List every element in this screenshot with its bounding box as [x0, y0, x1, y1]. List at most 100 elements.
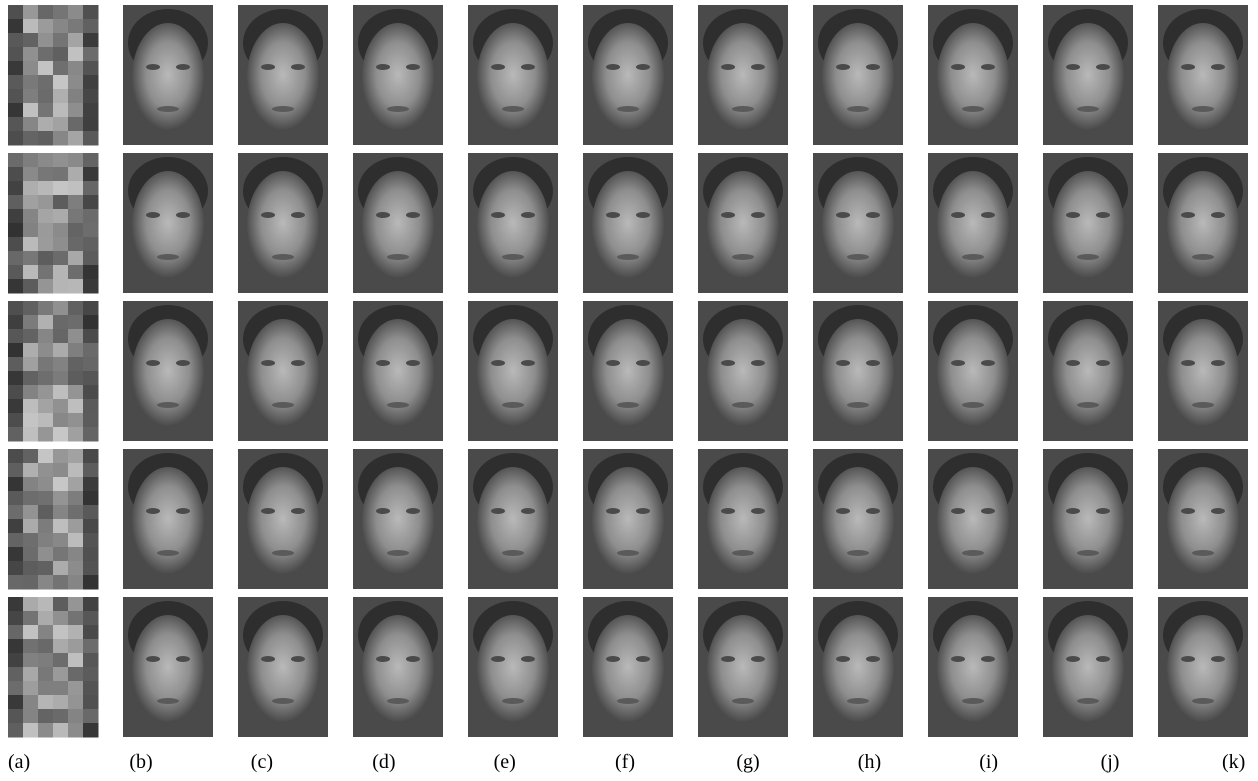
- eye: [261, 508, 275, 514]
- pixel-block: [83, 329, 99, 344]
- pixel-block: [83, 195, 99, 210]
- face: [822, 319, 894, 427]
- pixel-block: [38, 681, 54, 696]
- pixel-block: [38, 329, 54, 344]
- eye: [1096, 212, 1110, 218]
- pixel-block: [68, 723, 84, 738]
- face: [1052, 615, 1124, 723]
- pixel-block: [53, 131, 69, 146]
- face-image: [468, 5, 558, 145]
- face: [477, 319, 549, 427]
- eye: [406, 508, 420, 514]
- face: [477, 615, 549, 723]
- pixel-block: [8, 639, 24, 654]
- pixel-block: [38, 279, 54, 294]
- eye: [146, 360, 160, 366]
- pixel-block: [23, 505, 39, 520]
- eye: [406, 64, 420, 70]
- eye: [491, 360, 505, 366]
- column-label: (k): [1222, 751, 1245, 773]
- eye: [1211, 360, 1225, 366]
- eye: [1096, 656, 1110, 662]
- pixel-block: [68, 399, 84, 414]
- pixel-block: [38, 575, 54, 590]
- pixel-block: [68, 343, 84, 358]
- mouth: [157, 698, 179, 704]
- pixel-block: [38, 653, 54, 668]
- pixel-block: [83, 533, 99, 548]
- eye: [521, 360, 535, 366]
- mouth: [502, 402, 524, 408]
- pixel-block: [23, 477, 39, 492]
- eye: [1211, 212, 1225, 218]
- eye: [176, 656, 190, 662]
- pixel-block: [53, 33, 69, 48]
- mouth: [732, 698, 754, 704]
- pixel-block: [83, 561, 99, 576]
- pixel-block: [8, 195, 24, 210]
- pixel-block: [53, 301, 69, 316]
- pixel-block: [83, 209, 99, 224]
- pixel-block: [83, 181, 99, 196]
- face-image: [123, 153, 213, 293]
- pixel-block: [83, 237, 99, 252]
- pixel-block: [53, 89, 69, 104]
- eye: [291, 360, 305, 366]
- eye: [721, 64, 735, 70]
- face: [592, 467, 664, 575]
- pixel-block: [53, 117, 69, 132]
- pixel-block: [8, 505, 24, 520]
- pixel-block: [38, 33, 54, 48]
- face: [1052, 23, 1124, 131]
- pixel-block: [83, 153, 99, 168]
- pixel-block: [53, 625, 69, 640]
- pixel-block: [23, 251, 39, 266]
- pixel-block: [8, 385, 24, 400]
- pixel-block: [68, 427, 84, 442]
- mouth: [1077, 106, 1099, 112]
- face: [937, 23, 1009, 131]
- pixel-block: [38, 463, 54, 478]
- face-image: [1158, 301, 1248, 441]
- face-image: [353, 597, 443, 737]
- pixel-block: [68, 561, 84, 576]
- pixel-block: [53, 357, 69, 372]
- face: [707, 615, 779, 723]
- pixel-block: [8, 681, 24, 696]
- pixel-block: [23, 343, 39, 358]
- pixel-block: [8, 117, 24, 132]
- eye: [951, 360, 965, 366]
- eye: [376, 508, 390, 514]
- eye: [951, 64, 965, 70]
- pixel-block: [8, 237, 24, 252]
- face: [247, 171, 319, 279]
- eye: [406, 360, 420, 366]
- face: [477, 23, 549, 131]
- pixel-block: [53, 519, 69, 534]
- pixel-block: [8, 575, 24, 590]
- pixel-block: [23, 639, 39, 654]
- pixel-block: [23, 103, 39, 118]
- pixel-block: [83, 681, 99, 696]
- pixel-block: [38, 47, 54, 62]
- eye: [261, 360, 275, 366]
- pixel-block: [23, 449, 39, 464]
- pixel-block: [8, 695, 24, 710]
- pixel-block: [38, 449, 54, 464]
- eye: [1211, 656, 1225, 662]
- face: [592, 615, 664, 723]
- pixel-block: [38, 153, 54, 168]
- eye: [291, 64, 305, 70]
- pixel-block: [8, 427, 24, 442]
- eye: [406, 212, 420, 218]
- pixel-block: [68, 251, 84, 266]
- pixel-block: [38, 131, 54, 146]
- eye: [836, 508, 850, 514]
- eye: [1181, 64, 1195, 70]
- face: [822, 615, 894, 723]
- face-image: [1043, 301, 1133, 441]
- pixel-block: [83, 131, 99, 146]
- pixel-block: [38, 625, 54, 640]
